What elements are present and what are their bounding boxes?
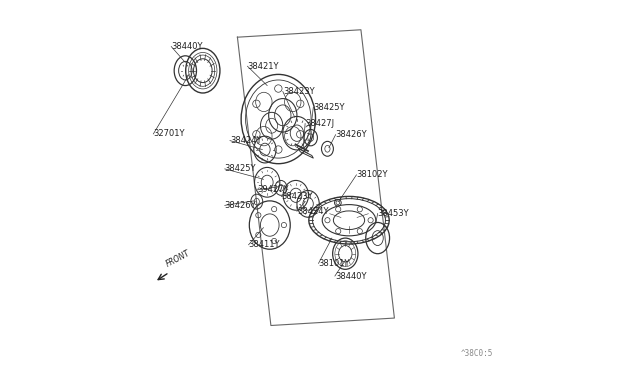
Text: 38425Y: 38425Y xyxy=(314,103,345,112)
Text: 38421Y: 38421Y xyxy=(248,62,279,71)
Text: 38102Y: 38102Y xyxy=(356,170,388,179)
Text: 38423Y: 38423Y xyxy=(282,192,313,201)
Text: 38426Y: 38426Y xyxy=(225,201,257,210)
Text: 38101Y: 38101Y xyxy=(319,259,350,268)
Text: 38426Y: 38426Y xyxy=(335,130,367,139)
Text: 38424Y: 38424Y xyxy=(297,207,328,216)
Text: 38427J: 38427J xyxy=(305,119,334,128)
Text: 38424Y: 38424Y xyxy=(230,136,262,145)
Text: FRONT: FRONT xyxy=(164,248,192,269)
Text: 38440Y: 38440Y xyxy=(335,272,366,280)
Text: 38440Y: 38440Y xyxy=(172,42,203,51)
Text: 32701Y: 32701Y xyxy=(154,129,185,138)
Text: 38423Y: 38423Y xyxy=(283,87,314,96)
Text: 39427Y: 39427Y xyxy=(257,185,289,194)
Text: ^38C0:5: ^38C0:5 xyxy=(461,349,493,358)
Text: 38425Y: 38425Y xyxy=(225,164,256,173)
Text: 38411Y: 38411Y xyxy=(248,240,280,249)
Text: 38453Y: 38453Y xyxy=(378,209,410,218)
